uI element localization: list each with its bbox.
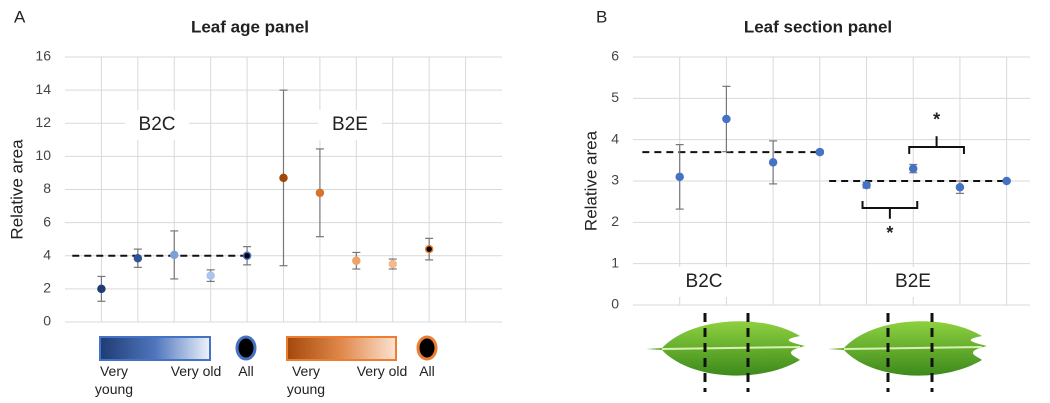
significance-bracket	[908, 136, 965, 154]
y-tick-label: 16	[35, 48, 51, 64]
legend-label-box: Very young	[94, 363, 134, 397]
legend-gradient	[99, 336, 211, 361]
group-label: B2C	[139, 114, 176, 135]
legend-label: Very young	[94, 363, 134, 397]
legend-label-box: Very young	[286, 363, 326, 397]
label-background	[672, 267, 736, 297]
point	[862, 180, 871, 190]
label-background	[318, 110, 382, 140]
group-label: B2E	[895, 271, 931, 292]
point	[424, 244, 434, 254]
group-label: B2C	[686, 271, 723, 292]
y-axis-label: Relative area	[581, 130, 600, 231]
y-tick-label: 6	[611, 48, 619, 64]
legend-marker	[235, 335, 257, 361]
y-tick-label: 0	[611, 296, 619, 312]
y-tick-label: 0	[43, 313, 51, 329]
point	[815, 147, 825, 157]
panel-label: A	[14, 7, 26, 26]
y-tick-label: 1	[611, 254, 619, 270]
legend-label: All	[238, 363, 254, 379]
y-tick-label: 10	[35, 147, 51, 163]
chart-title: Leaf section panel	[744, 17, 892, 36]
legend-label-box: Very old	[170, 363, 222, 379]
legend-label: Very young	[286, 363, 326, 397]
legend-label: All	[419, 363, 435, 379]
y-axis-label: Relative area	[7, 139, 26, 240]
y-tick-label: 5	[611, 89, 619, 105]
legend-label: Very old	[170, 363, 222, 379]
y-tick-label: 12	[35, 114, 51, 130]
leaf-illustration	[646, 313, 987, 392]
point	[675, 172, 684, 182]
legend-marker	[416, 335, 438, 361]
label-background	[125, 110, 189, 140]
y-tick-label: 4	[43, 246, 51, 262]
point	[315, 188, 325, 198]
point	[388, 259, 397, 269]
significance-label: *	[933, 110, 940, 130]
y-tick-label: 8	[43, 180, 51, 196]
y-tick-label: 14	[35, 81, 51, 97]
point	[1002, 176, 1011, 186]
chart-title: Leaf age panel	[191, 17, 309, 36]
y-tick-label: 2	[611, 213, 619, 229]
group-label: B2E	[332, 114, 368, 135]
point	[206, 271, 215, 280]
legend-label: Very old	[356, 363, 408, 379]
point	[352, 256, 361, 265]
point	[279, 173, 288, 183]
panel-label: B	[596, 7, 607, 26]
legend-label-box: Very old	[356, 363, 408, 379]
legend-gradient	[286, 336, 397, 361]
legend-label-box: All	[419, 363, 435, 379]
significance-label: *	[886, 223, 893, 243]
point	[242, 251, 252, 260]
y-tick-label: 2	[43, 280, 51, 296]
point	[170, 250, 179, 260]
point	[908, 164, 918, 173]
legend	[99, 335, 438, 361]
y-tick-label: 4	[611, 130, 619, 146]
y-tick-label: 6	[43, 213, 51, 229]
point	[133, 253, 143, 263]
y-tick-label: 3	[611, 172, 619, 188]
point	[768, 158, 778, 167]
point	[955, 182, 965, 192]
significance-bracket	[861, 201, 919, 219]
label-background	[881, 267, 945, 297]
point	[722, 114, 731, 124]
point	[97, 284, 106, 294]
legend-label-box: All	[238, 363, 254, 379]
